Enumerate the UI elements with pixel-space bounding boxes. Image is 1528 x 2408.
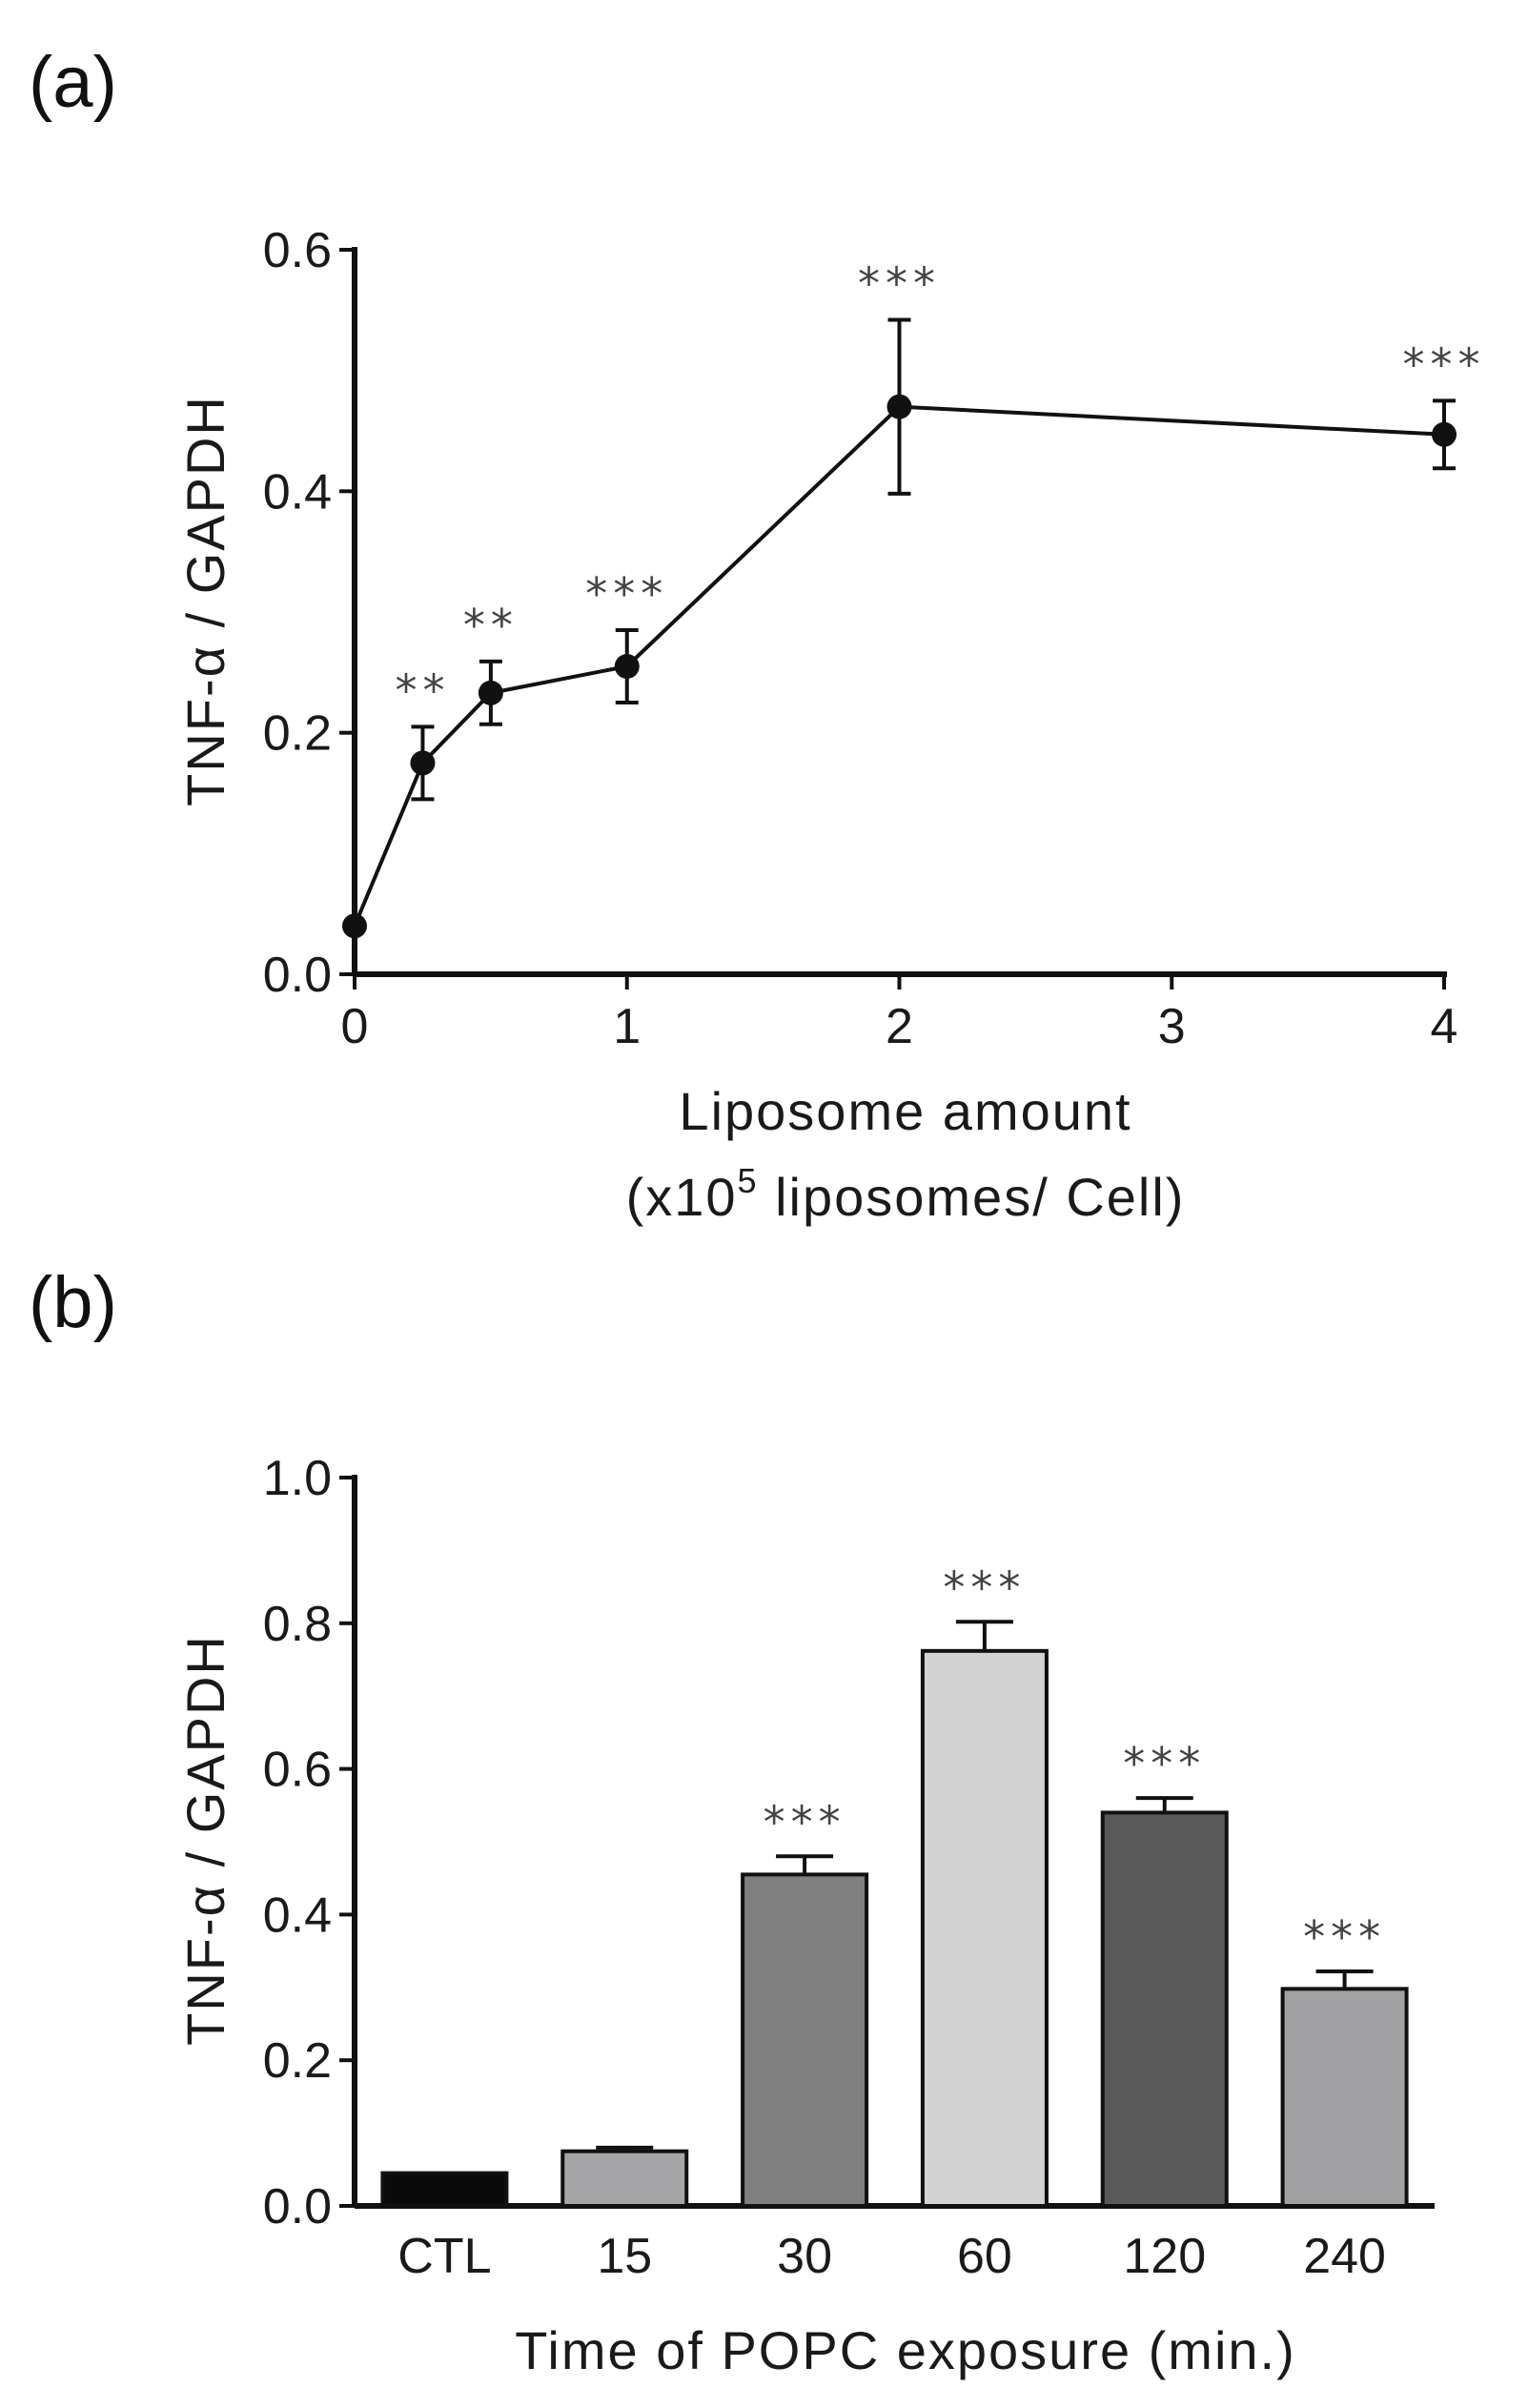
bar-120 [1100,1810,1229,2208]
x-axis-subtitle-suffix: liposomes/ Cell) [759,1167,1186,1227]
x-axis-subtitle-prefix: (x10 [626,1167,738,1227]
significance-label-a: *** [1403,338,1486,390]
significance-label-a: *** [585,568,668,620]
x-tick-label-b: 120 [1123,2229,1206,2284]
data-point-a [886,394,912,419]
data-point-a [614,654,640,679]
panel-label-b: (b) [29,1262,117,1343]
data-point-a [478,680,503,705]
x-tick-label-b: 60 [957,2229,1012,2284]
x-tick-label-a: 0 [341,999,369,1054]
x-tick-label-a: 1 [613,999,641,1054]
y-tick-label-a: 0.4 [263,464,332,520]
significance-label-a: *** [858,257,941,309]
y-tick-label-b: 0.8 [263,1597,332,1652]
x-tick-label-b: CTL [397,2229,491,2284]
y-tick-label-b: 0.0 [263,2179,332,2235]
data-point-a [410,750,436,776]
x-tick-label-a: 2 [886,999,913,1054]
y-tick-label-a: 0.6 [263,223,332,278]
data-point-a [1432,421,1457,447]
significance-label-b: *** [943,1561,1026,1613]
y-axis-title-a: TNF-α / GAPDH [175,395,235,806]
significance-label-a: ** [463,600,519,651]
x-tick-label-a: 4 [1431,999,1458,1054]
y-tick-label-a: 0.0 [263,948,332,1003]
x-tick-label-b: 15 [597,2229,652,2284]
y-tick-label-b: 0.2 [263,2033,332,2089]
significance-label-b: *** [1123,1738,1206,1789]
bar-15 [560,2149,689,2208]
series-line-a [353,404,1445,928]
bar-60 [920,1648,1049,2209]
significance-label-a: ** [395,664,450,716]
x-axis-title-a: Liposome amount [679,1081,1131,1141]
x-axis-subtitle-superscript: 5 [738,1161,759,1200]
x-axis-title-b: Time of POPC exposure (min.) [515,2320,1295,2380]
y-tick-label-b: 0.4 [263,1888,332,1943]
y-tick-label-b: 1.0 [263,1451,332,1506]
bar-30 [741,1872,869,2208]
panel-label-a: (a) [29,42,117,123]
x-axis-subtitle-a: (x105 liposomes/ Cell) [626,1161,1186,1227]
x-tick-label-b: 30 [777,2229,832,2284]
significance-label-b: *** [764,1796,846,1847]
bar-chart-panel-b: 0.0 0.2 0.4 0.6 0.8 1.0 CTL 15 30 *** 60 *** 120 *** 2… [263,1451,1435,2284]
line-chart-panel-a: 0.00.20.40.60 1 2 3 4************* [263,223,1486,1054]
y-tick-label-b: 0.6 [263,1743,332,1798]
significance-label-b: *** [1303,1911,1386,1963]
y-tick-label-a: 0.2 [263,706,332,762]
data-point-a [342,913,367,939]
bar-CTL [380,2171,509,2209]
y-axis-title-b: TNF-α / GAPDH [175,1634,235,2046]
bar-240 [1280,1987,1409,2208]
x-tick-label-a: 3 [1158,999,1186,1054]
x-tick-label-b: 240 [1303,2229,1386,2284]
